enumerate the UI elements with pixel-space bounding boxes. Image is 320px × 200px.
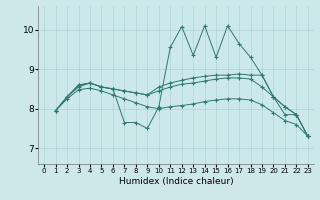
X-axis label: Humidex (Indice chaleur): Humidex (Indice chaleur) <box>119 177 233 186</box>
